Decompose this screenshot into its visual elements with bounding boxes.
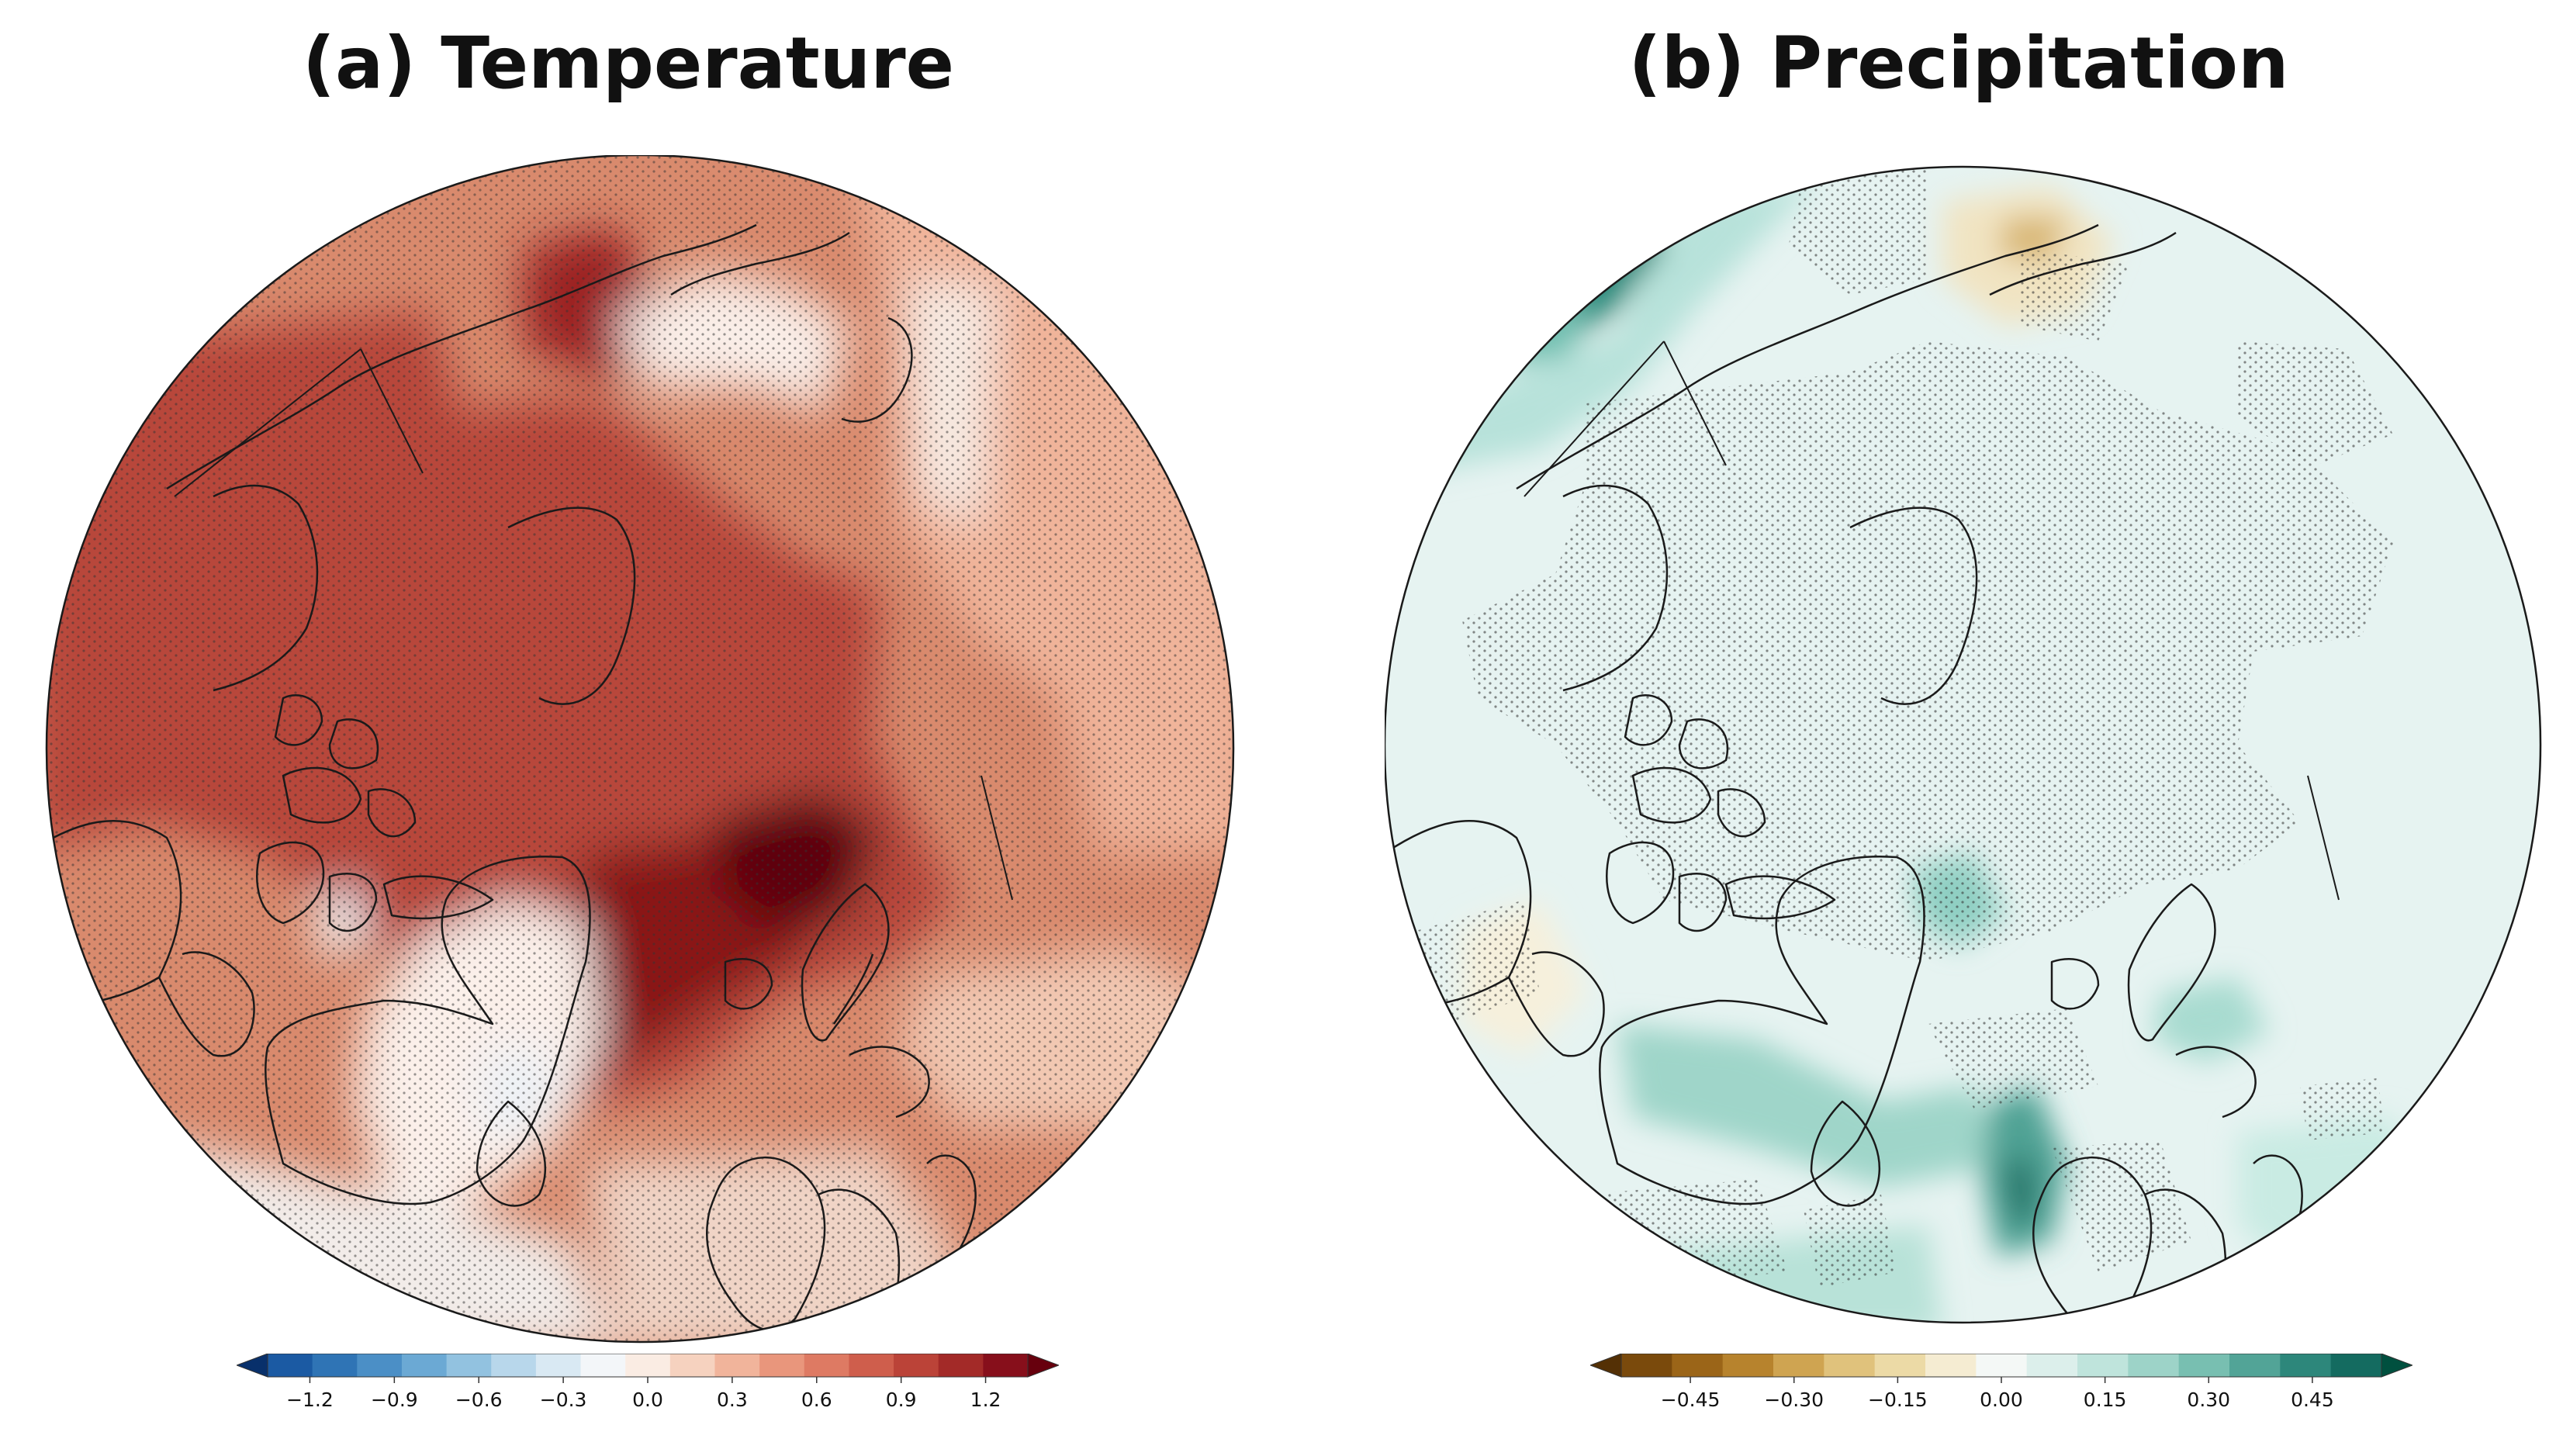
colorbar-tick-label: −1.2: [286, 1389, 334, 1411]
colorbar-tick-label: 0.0: [632, 1389, 663, 1411]
precipitation-colorbar-swatches: [1590, 1354, 2412, 1378]
colorbar-swatch: [2077, 1354, 2129, 1377]
panel-b-title: (b) Precipitation: [1628, 22, 2289, 105]
colorbar-swatch: [1722, 1354, 1774, 1377]
temperature-colorbar-swatches: [237, 1354, 1059, 1378]
colorbar-swatch: [2128, 1354, 2180, 1377]
significance-stippling: [47, 155, 1233, 1342]
colorbar-swatch: [535, 1354, 582, 1377]
colorbar-swatch: [759, 1354, 805, 1377]
colorbar-extend-max: [1027, 1354, 1059, 1378]
panel-a-title: (a) Temperature: [303, 22, 954, 105]
colorbar-swatch: [1925, 1354, 1977, 1377]
colorbar-tick-label: 0.00: [1980, 1389, 2023, 1411]
precipitation-colorbar-ticks: −0.45 −0.30 −0.15 0.00 0.15 0.30 0.45: [1661, 1377, 2334, 1411]
colorbar-tick-label: 0.3: [717, 1389, 748, 1411]
colorbar-tick-label: 0.6: [801, 1389, 832, 1411]
precipitation-colorbar: −0.45 −0.30 −0.15 0.00 0.15 0.30 0.45: [1590, 1354, 2412, 1411]
temperature-colorbar-ticks: −1.2 −0.9 −0.6 −0.3 0.0 0.3 0.6 0.9 1.2: [286, 1377, 1001, 1411]
colorbar-swatch: [2330, 1354, 2382, 1377]
colorbar-swatch: [2229, 1354, 2281, 1377]
colorbar-tick-label: 1.2: [970, 1389, 1001, 1411]
colorbar-swatch: [1773, 1354, 1824, 1377]
temperature-colorbar: −1.2 −0.9 −0.6 −0.3 0.0 0.3 0.6 0.9 1.2: [237, 1354, 1059, 1411]
colorbar-swatch: [580, 1354, 626, 1377]
colorbar-swatch: [938, 1354, 984, 1377]
significance-stippling: [1416, 167, 2393, 1288]
colorbar-extend-min: [237, 1354, 268, 1378]
colorbar-tick-label: −0.6: [455, 1389, 503, 1411]
colorbar-extend-min: [1590, 1354, 1622, 1378]
colorbar-tick-label: −0.9: [371, 1389, 418, 1411]
colorbar-tick-label: −0.3: [540, 1389, 587, 1411]
colorbar-tick-label: −0.30: [1764, 1389, 1824, 1411]
map-boundary-circle: [1385, 165, 2542, 1324]
colorbar-tick-label: −0.15: [1868, 1389, 1928, 1411]
colorbar-tick-label: 0.30: [2187, 1389, 2230, 1411]
coastlines: [1385, 185, 2303, 1323]
colorbar-swatch: [669, 1354, 716, 1377]
colorbar-extend-max: [2381, 1354, 2412, 1378]
colorbar-swatch: [2026, 1354, 2078, 1377]
precipitation-map: [1385, 165, 2542, 1324]
colorbar-swatch: [714, 1354, 760, 1377]
colorbar-swatch: [268, 1354, 313, 1377]
map-boundary-circle: [45, 155, 1235, 1344]
colorbar-swatch: [1874, 1354, 1926, 1377]
colorbar-tick-label: 0.9: [886, 1389, 917, 1411]
colorbar-swatch: [894, 1354, 939, 1377]
colorbar-tick-label: 0.15: [2084, 1389, 2127, 1411]
colorbar-swatch: [1621, 1354, 1672, 1377]
colorbar-swatch: [1672, 1354, 1724, 1377]
temperature-map: [45, 155, 1235, 1344]
colorbar-swatch: [2280, 1354, 2332, 1377]
colorbar-swatch: [849, 1354, 894, 1377]
colorbar-swatch: [1824, 1354, 1876, 1377]
colorbar-swatch: [312, 1354, 358, 1377]
colorbar-tick-label: −0.45: [1661, 1389, 1721, 1411]
colorbar-swatch: [357, 1354, 403, 1377]
colorbar-swatch: [2178, 1354, 2230, 1377]
colorbar-swatch: [401, 1354, 448, 1377]
colorbar-swatch: [1976, 1354, 2028, 1377]
colorbar-tick-label: 0.45: [2291, 1389, 2334, 1411]
colorbar-swatch: [983, 1354, 1029, 1377]
colorbar-swatch: [491, 1354, 537, 1377]
colorbar-swatch: [446, 1354, 492, 1377]
colorbar-swatch: [625, 1354, 671, 1377]
colorbar-swatch: [804, 1354, 850, 1377]
